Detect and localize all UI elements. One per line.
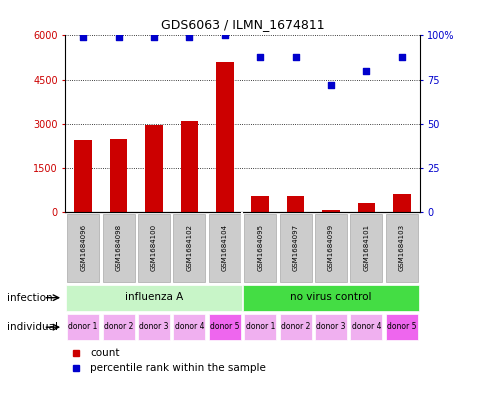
FancyBboxPatch shape bbox=[315, 214, 346, 281]
FancyBboxPatch shape bbox=[350, 314, 381, 340]
Bar bbox=[321, 210, 339, 212]
Point bbox=[397, 53, 405, 60]
FancyBboxPatch shape bbox=[67, 214, 99, 281]
FancyBboxPatch shape bbox=[67, 314, 99, 340]
Point bbox=[291, 53, 299, 60]
Text: donor 4: donor 4 bbox=[174, 322, 204, 331]
FancyBboxPatch shape bbox=[385, 314, 417, 340]
Text: GSM1684100: GSM1684100 bbox=[151, 224, 157, 271]
Point bbox=[326, 82, 334, 88]
Point bbox=[220, 32, 228, 39]
FancyBboxPatch shape bbox=[173, 214, 205, 281]
Text: donor 4: donor 4 bbox=[351, 322, 380, 331]
FancyBboxPatch shape bbox=[103, 314, 134, 340]
Text: GSM1684097: GSM1684097 bbox=[292, 224, 298, 271]
FancyBboxPatch shape bbox=[244, 214, 275, 281]
Text: donor 5: donor 5 bbox=[386, 322, 416, 331]
Text: infection: infection bbox=[7, 293, 53, 303]
Bar bbox=[215, 62, 233, 212]
Title: GDS6063 / ILMN_1674811: GDS6063 / ILMN_1674811 bbox=[160, 18, 324, 31]
Text: donor 3: donor 3 bbox=[139, 322, 168, 331]
Point bbox=[79, 34, 87, 40]
Bar bbox=[180, 121, 198, 212]
Point bbox=[114, 34, 122, 40]
FancyBboxPatch shape bbox=[242, 285, 418, 311]
Text: GSM1684104: GSM1684104 bbox=[221, 224, 227, 271]
Text: donor 1: donor 1 bbox=[245, 322, 274, 331]
Text: donor 2: donor 2 bbox=[104, 322, 133, 331]
Text: percentile rank within the sample: percentile rank within the sample bbox=[90, 363, 266, 373]
FancyBboxPatch shape bbox=[138, 214, 169, 281]
Text: GSM1684103: GSM1684103 bbox=[398, 224, 404, 271]
Text: count: count bbox=[90, 348, 120, 358]
Bar bbox=[357, 203, 375, 212]
Text: donor 2: donor 2 bbox=[280, 322, 310, 331]
FancyBboxPatch shape bbox=[244, 314, 275, 340]
Point bbox=[362, 68, 369, 74]
FancyBboxPatch shape bbox=[385, 214, 417, 281]
Text: donor 1: donor 1 bbox=[68, 322, 98, 331]
Text: individual: individual bbox=[7, 322, 58, 332]
FancyBboxPatch shape bbox=[173, 314, 205, 340]
Bar bbox=[251, 196, 269, 212]
Bar bbox=[286, 196, 304, 212]
FancyBboxPatch shape bbox=[209, 214, 240, 281]
Bar bbox=[145, 125, 163, 212]
Text: influenza A: influenza A bbox=[124, 292, 183, 302]
Bar bbox=[74, 140, 92, 212]
Text: donor 5: donor 5 bbox=[210, 322, 239, 331]
FancyBboxPatch shape bbox=[315, 314, 346, 340]
Text: GSM1684102: GSM1684102 bbox=[186, 224, 192, 271]
FancyBboxPatch shape bbox=[103, 214, 134, 281]
FancyBboxPatch shape bbox=[138, 314, 169, 340]
FancyBboxPatch shape bbox=[66, 285, 242, 311]
Text: GSM1684098: GSM1684098 bbox=[115, 224, 121, 271]
Bar bbox=[392, 194, 410, 212]
Text: donor 3: donor 3 bbox=[316, 322, 345, 331]
Text: GSM1684101: GSM1684101 bbox=[363, 224, 369, 271]
FancyBboxPatch shape bbox=[279, 214, 311, 281]
Point bbox=[256, 53, 263, 60]
Point bbox=[185, 34, 193, 40]
Bar bbox=[109, 139, 127, 212]
FancyBboxPatch shape bbox=[350, 214, 381, 281]
FancyBboxPatch shape bbox=[209, 314, 240, 340]
Text: GSM1684095: GSM1684095 bbox=[257, 224, 263, 271]
Point bbox=[150, 34, 157, 40]
FancyBboxPatch shape bbox=[279, 314, 311, 340]
Text: GSM1684096: GSM1684096 bbox=[80, 224, 86, 271]
Text: no virus control: no virus control bbox=[289, 292, 371, 302]
Text: GSM1684099: GSM1684099 bbox=[327, 224, 333, 271]
